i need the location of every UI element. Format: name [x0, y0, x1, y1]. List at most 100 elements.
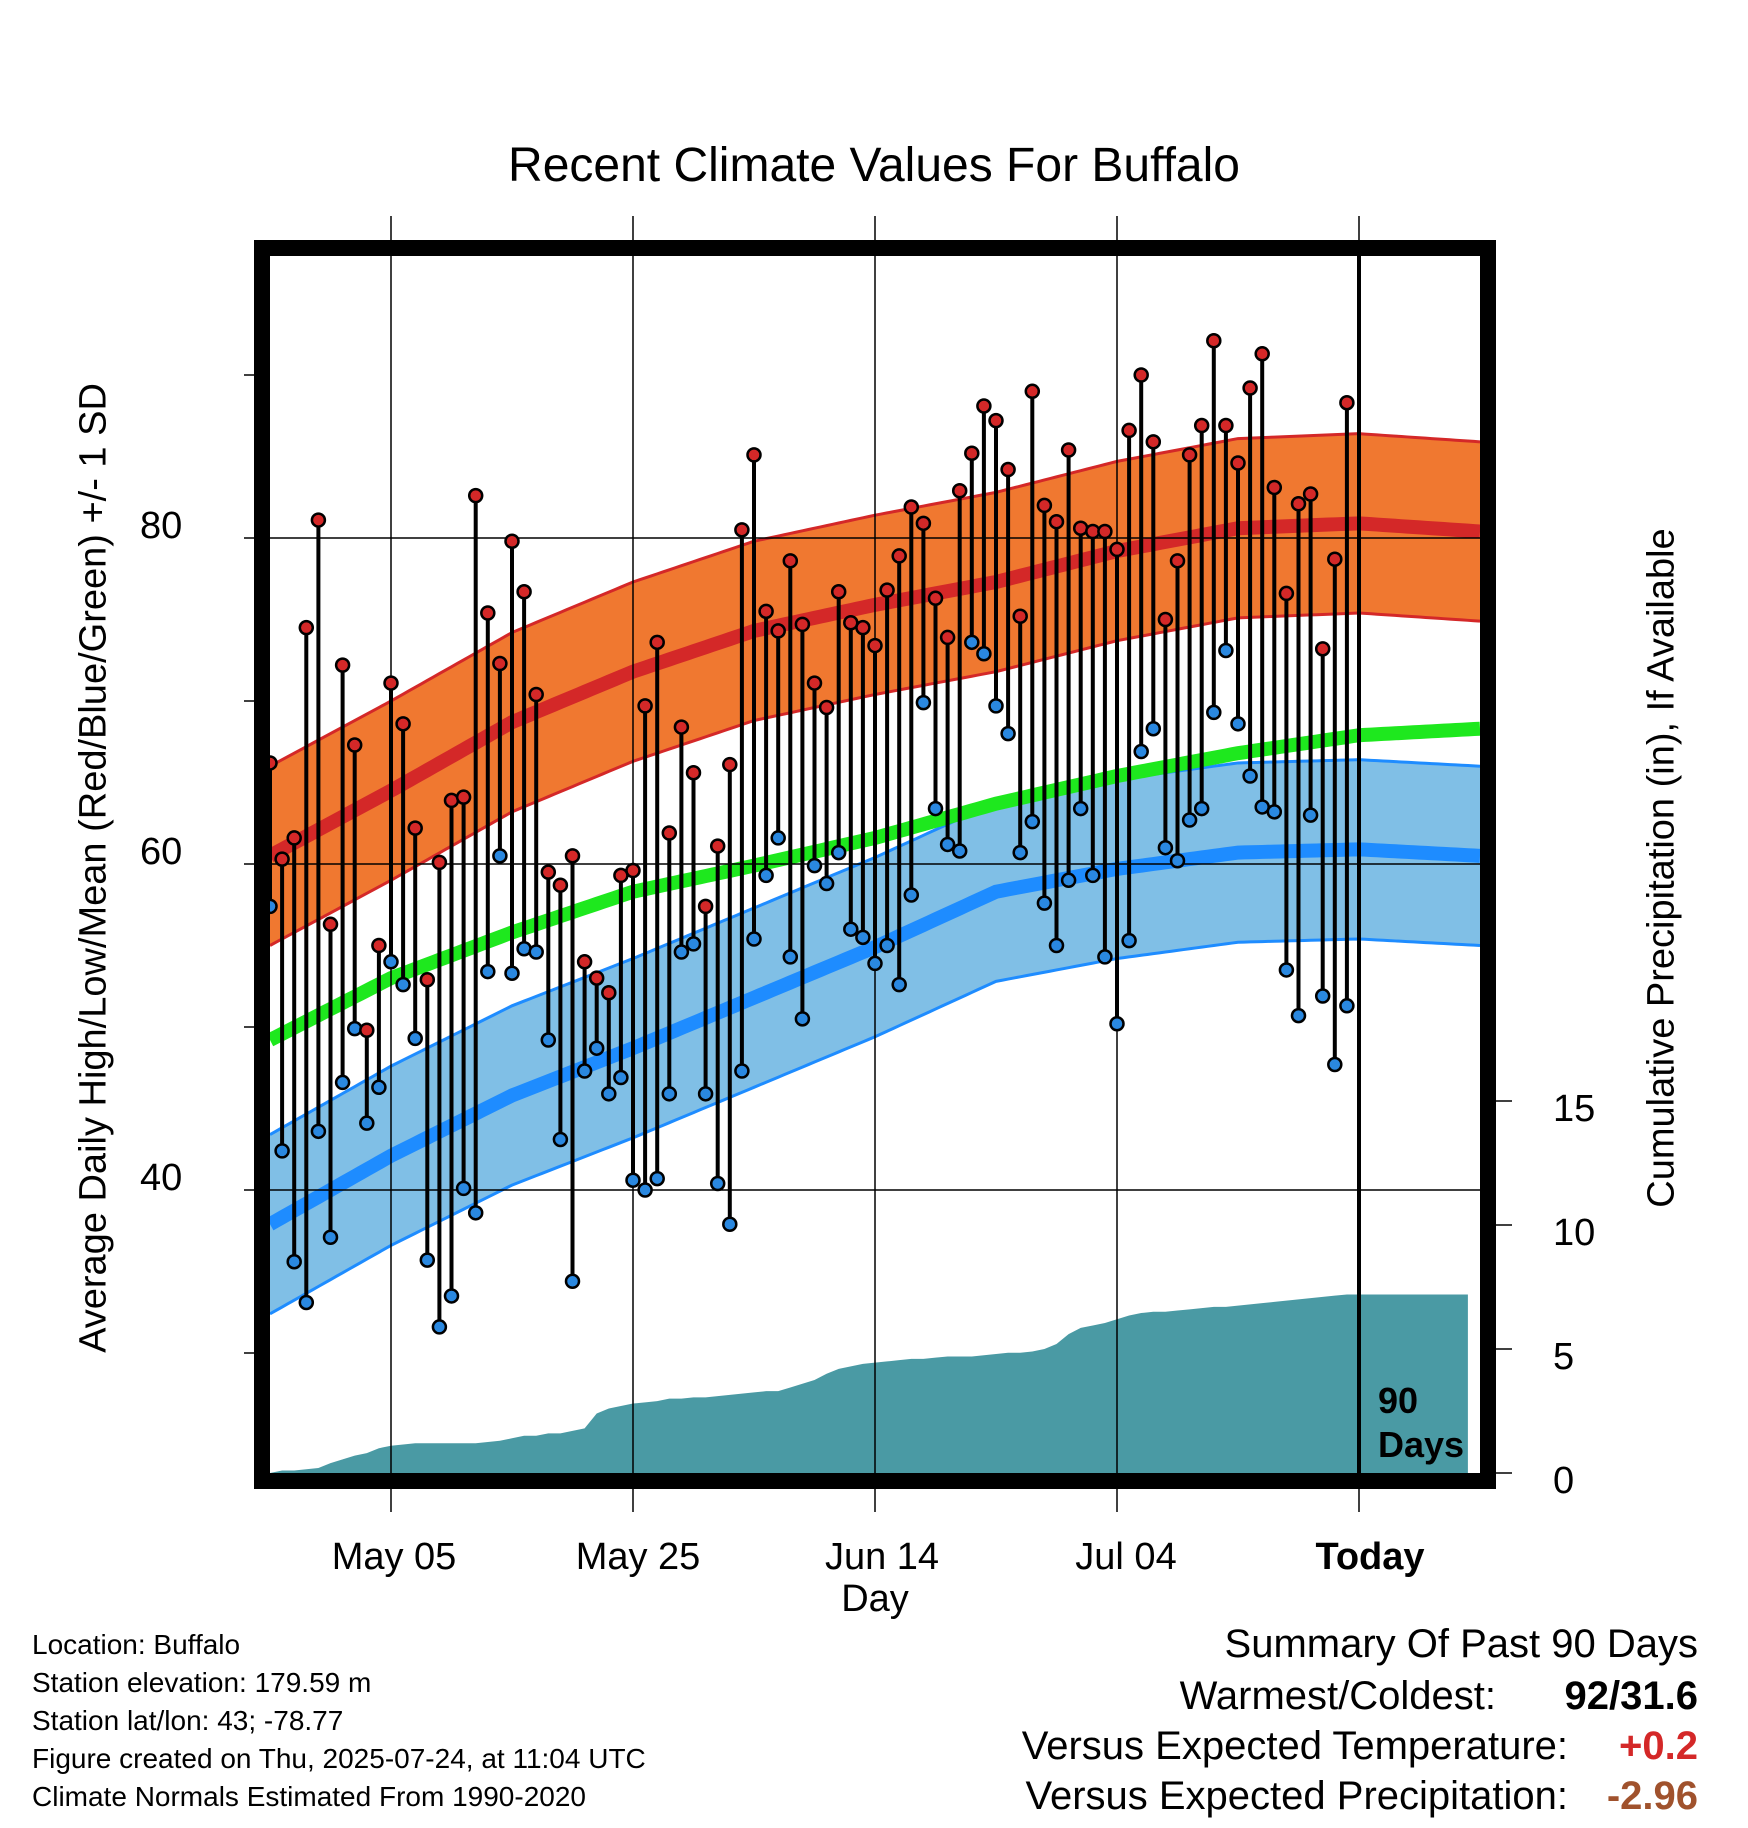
- daily-low-point: [709, 1175, 726, 1192]
- x-tick-label: May 25: [575, 1536, 701, 1578]
- daily-high-point: [697, 898, 714, 915]
- daily-low-point: [951, 843, 968, 859]
- daily-high-point: [758, 603, 774, 620]
- y-tick-label: 40: [140, 1157, 183, 1199]
- daily-low-point: [1036, 895, 1053, 911]
- today-days-word: Days: [1378, 1424, 1465, 1465]
- daily-high-point: [1000, 461, 1016, 478]
- daily-low-point: [443, 1288, 460, 1304]
- daily-high-point: [1024, 383, 1041, 400]
- daily-high-point: [576, 954, 593, 970]
- daily-high-point: [915, 515, 932, 532]
- y-tick-label: 60: [140, 831, 183, 873]
- daily-high-point: [286, 830, 302, 846]
- daily-low-point: [903, 887, 920, 903]
- daily-high-point: [1339, 394, 1355, 411]
- daily-low-point: [830, 844, 847, 861]
- daily-high-point: [1012, 608, 1028, 624]
- daily-low-point: [286, 1253, 302, 1270]
- daily-high-point: [1254, 346, 1270, 362]
- summary-precip-value: -2.96: [1606, 1774, 1698, 1818]
- daily-high-point: [903, 499, 920, 515]
- daily-low-point: [1121, 932, 1137, 949]
- daily-low-point: [818, 875, 835, 892]
- daily-low-point: [939, 836, 956, 853]
- daily-low-point: [492, 848, 508, 864]
- daily-low-point: [504, 965, 520, 981]
- daily-low-point: [576, 1063, 593, 1079]
- y2-tick-label: 15: [1553, 1088, 1596, 1130]
- daily-temperature-marks: [262, 333, 1355, 1335]
- daily-low-point: [637, 1182, 653, 1198]
- daily-high-point: [1157, 611, 1174, 628]
- daily-low-point: [1314, 988, 1331, 1004]
- daily-high-point: [1060, 442, 1077, 458]
- daily-low-point: [564, 1273, 581, 1290]
- daily-low-point: [528, 944, 544, 960]
- daily-high-point: [685, 764, 702, 781]
- daily-low-point: [734, 1063, 750, 1079]
- daily-high-point: [830, 584, 847, 600]
- daily-low-point: [407, 1030, 423, 1047]
- daily-low-point: [1266, 804, 1283, 820]
- daily-low-point: [419, 1252, 436, 1268]
- daily-high-point: [359, 1022, 375, 1039]
- daily-high-point: [467, 487, 484, 504]
- daily-high-point: [480, 605, 496, 621]
- daily-low-point: [625, 1172, 641, 1188]
- daily-low-point: [879, 937, 895, 954]
- precip-cumulative-area: [270, 1294, 1468, 1473]
- daily-high-point: [625, 862, 641, 879]
- daily-high-point: [1169, 553, 1186, 569]
- daily-low-point: [915, 694, 932, 711]
- daily-high-point: [540, 864, 557, 880]
- daily-high-point: [1242, 380, 1258, 396]
- daily-low-point: [383, 954, 399, 970]
- footer-location: Location: Buffalo: [32, 1629, 241, 1660]
- daily-low-point: [891, 976, 907, 993]
- daily-high-point: [383, 675, 399, 691]
- daily-low-point: [371, 1079, 387, 1096]
- daily-low-point: [770, 830, 786, 846]
- daily-low-point: [1302, 807, 1319, 823]
- daily-high-point: [939, 629, 956, 646]
- daily-high-point: [649, 634, 665, 651]
- daily-low-point: [359, 1115, 375, 1131]
- daily-high-point: [1193, 417, 1210, 434]
- x-axis-label: Day: [841, 1578, 909, 1620]
- daily-high-point: [806, 675, 823, 691]
- daily-high-point: [455, 789, 472, 805]
- daily-low-point: [722, 1216, 738, 1232]
- daily-low-point: [1218, 642, 1234, 659]
- daily-high-point: [1036, 497, 1053, 514]
- daily-high-point: [601, 985, 617, 1001]
- daily-low-point: [697, 1086, 714, 1102]
- summary-temp-label: Versus Expected Temperature:: [1021, 1724, 1568, 1768]
- daily-high-point: [1181, 447, 1198, 463]
- daily-low-point: [1060, 872, 1077, 889]
- daily-low-point: [1109, 1015, 1125, 1032]
- daily-low-point: [1242, 768, 1258, 784]
- daily-high-point: [516, 584, 532, 600]
- footer-info: Location: Buffalo Station elevation: 179…: [32, 1626, 646, 1816]
- daily-low-point: [1230, 716, 1246, 732]
- y-tick-label: 80: [140, 505, 183, 547]
- daily-low-point: [867, 955, 883, 972]
- daily-high-point: [964, 445, 980, 461]
- daily-low-point: [1181, 812, 1198, 828]
- daily-high-point: [770, 623, 786, 639]
- summary-title: Summary Of Past 90 Days: [1224, 1622, 1698, 1666]
- daily-low-point: [1327, 1056, 1343, 1073]
- daily-low-point: [274, 1143, 290, 1159]
- daily-low-point: [649, 1170, 665, 1187]
- daily-high-point: [1278, 585, 1295, 602]
- daily-low-point: [322, 1229, 339, 1246]
- daily-high-point: [371, 937, 387, 954]
- daily-low-point: [1048, 937, 1065, 954]
- footer-elevation: Station elevation: 179.59 m: [32, 1667, 372, 1698]
- daily-low-point: [310, 1123, 327, 1140]
- daily-high-point: [346, 737, 363, 753]
- daily-high-point: [1133, 367, 1149, 383]
- daily-low-point: [1097, 949, 1113, 965]
